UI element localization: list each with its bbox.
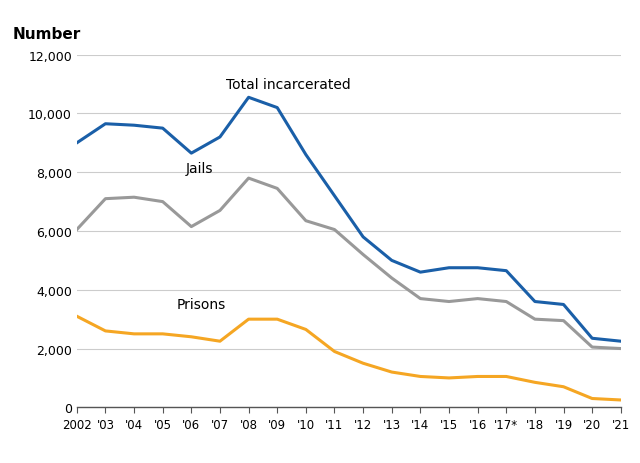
Text: Jails: Jails <box>186 162 213 176</box>
Text: Total incarcerated: Total incarcerated <box>226 78 351 92</box>
Text: Prisons: Prisons <box>177 298 227 312</box>
Text: Number: Number <box>13 27 81 42</box>
